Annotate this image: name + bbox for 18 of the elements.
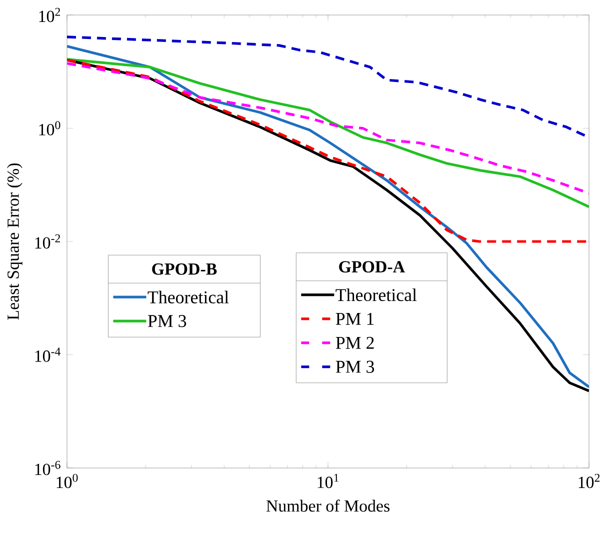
legend-label: Theoretical xyxy=(148,290,229,304)
x-tick-label: 10$^{2}$ xyxy=(578,474,600,488)
x-axis-title: Number of Modes xyxy=(266,500,390,512)
legend-label: Theoretical xyxy=(336,288,417,302)
y-tick-label: 10$^{0}$ xyxy=(39,121,60,136)
legend-title: GPOD-A xyxy=(339,261,405,273)
legend-label: PM 3 xyxy=(336,360,374,373)
annotation: GPOD-B xyxy=(152,263,217,275)
x-tick-label: 10$^{0}$ xyxy=(56,474,78,488)
y-tick-label: 10$^{-4}$ xyxy=(35,348,60,362)
y-tick-label: 10$^{2}$ xyxy=(39,8,60,22)
y-axis-title: Least Square Error (%) xyxy=(7,163,22,320)
legend-label: PM 2 xyxy=(336,336,374,349)
legend-label: PM 3 xyxy=(148,315,186,328)
y-tick-label: 10$^{-6}$ xyxy=(35,460,60,476)
legend-label: PM 1 xyxy=(336,312,374,325)
y-tick-label: 10$^{-2}$ xyxy=(35,234,60,249)
x-tick-label: 10$^{1}$ xyxy=(318,474,338,488)
